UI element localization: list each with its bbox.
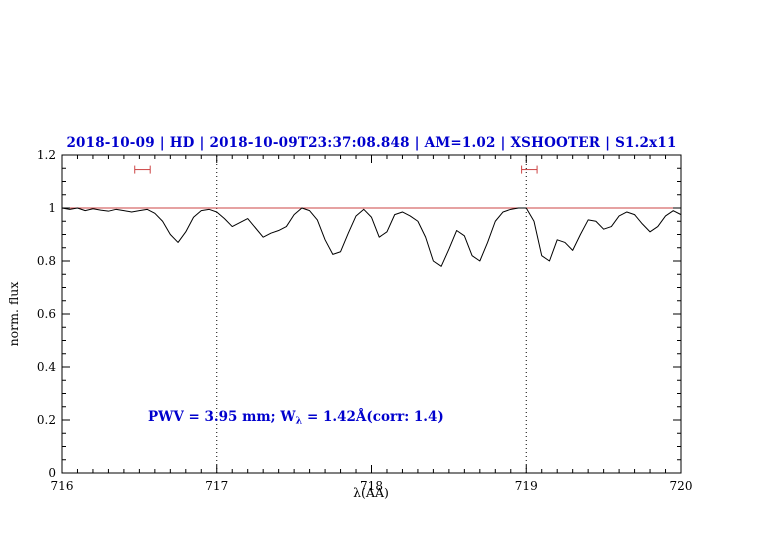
pwv-annotation-post: = 1.42Å(corr: 1.4): [302, 409, 444, 425]
y-tick-label: 0.8: [37, 254, 56, 268]
y-tick-label: 0.4: [37, 360, 56, 374]
pwv-annotation-pre: PWV = 3.95 mm; W: [148, 409, 296, 425]
x-tick-label: 720: [670, 479, 693, 493]
x-tick-label: 717: [205, 479, 228, 493]
y-tick-label: 1: [48, 201, 56, 215]
x-axis-label: λ(AA): [353, 485, 389, 500]
x-tick-label: 719: [515, 479, 538, 493]
x-tick-label: 718: [360, 479, 383, 493]
y-tick-label: 0: [48, 466, 56, 480]
y-axis-label: norm. flux: [6, 282, 21, 347]
y-tick-label: 0.6: [37, 307, 56, 321]
x-tick-label: 716: [51, 479, 74, 493]
pwv-annotation: PWV = 3.95 mm; Wλ = 1.42Å(corr: 1.4): [148, 409, 444, 427]
spectrum-line: [61, 207, 682, 267]
plot-title: 2018-10-09 | HD | 2018-10-09T23:37:08.84…: [66, 135, 677, 151]
pwv-annotation-sub: λ: [295, 415, 303, 427]
y-tick-label: 0.2: [37, 413, 56, 427]
y-tick-label: 1.2: [37, 148, 56, 162]
